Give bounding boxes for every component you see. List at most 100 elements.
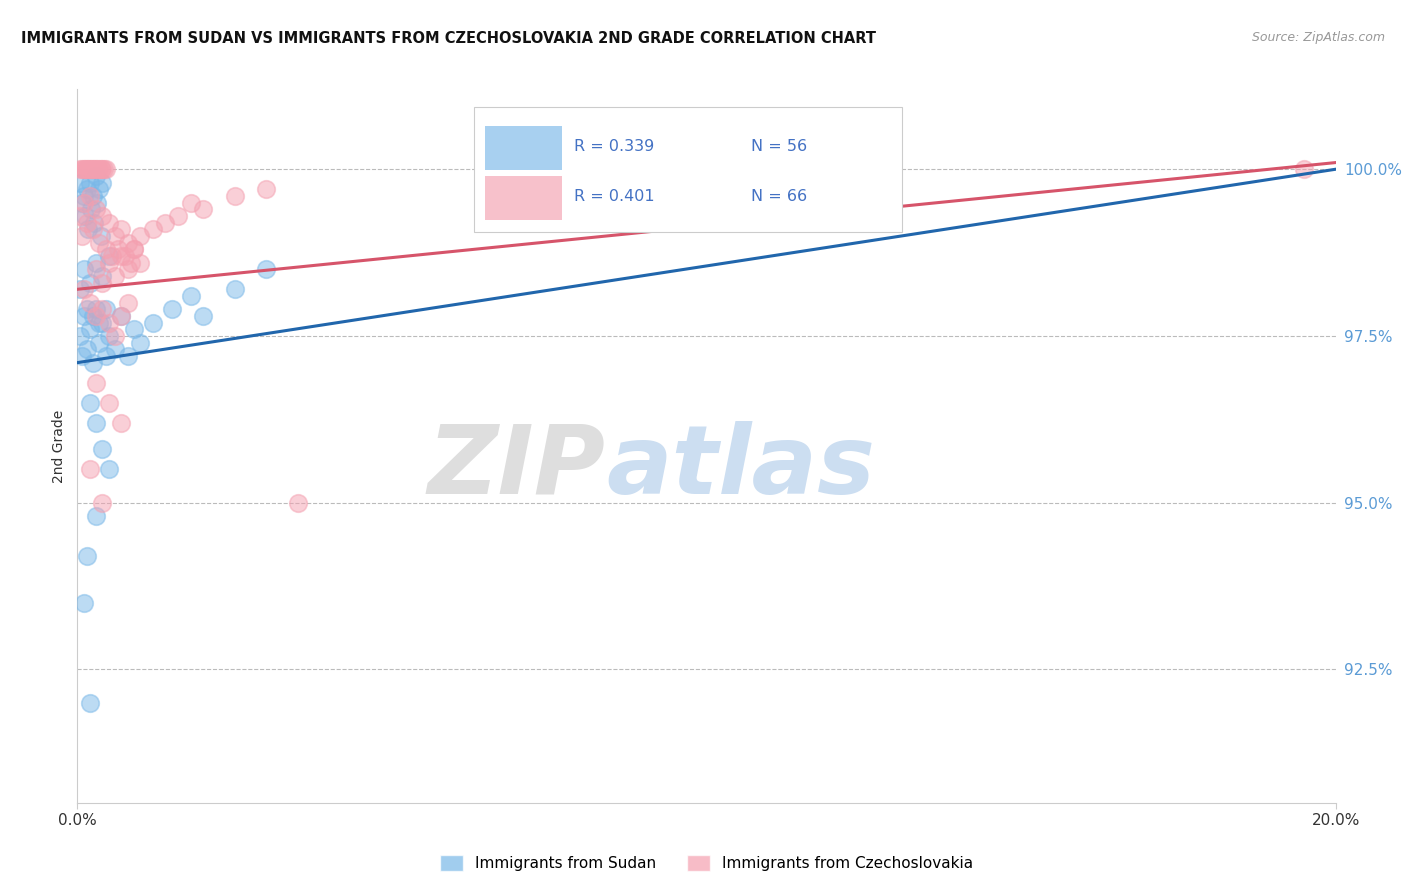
Point [84, 309, 107, 323]
Point [84, 162, 107, 177]
Point [129, 228, 152, 243]
Point [89, 335, 111, 350]
Point [84, 509, 107, 524]
Point [91, 176, 114, 190]
Point [117, 295, 139, 310]
Point [254, 262, 277, 277]
Text: R = 0.401: R = 0.401 [575, 189, 655, 203]
Point [110, 309, 132, 323]
Point [76, 182, 98, 196]
Text: Source: ZipAtlas.com: Source: ZipAtlas.com [1251, 31, 1385, 45]
Text: N = 56: N = 56 [751, 139, 807, 153]
Point [84, 302, 107, 317]
Point [69, 162, 91, 177]
Point [758, 195, 780, 210]
FancyBboxPatch shape [485, 177, 562, 219]
Point [101, 249, 124, 263]
Point [77, 162, 100, 177]
Text: R = 0.339: R = 0.339 [575, 139, 655, 153]
Point [82, 189, 104, 203]
Point [224, 282, 246, 296]
Point [84, 255, 107, 269]
Point [69, 209, 91, 223]
Point [129, 335, 152, 350]
Text: ZIP: ZIP [427, 421, 606, 514]
Point [89, 182, 111, 196]
Point [94, 349, 117, 363]
Point [97, 462, 120, 476]
Point [114, 249, 136, 263]
Point [72, 195, 94, 210]
Point [79, 162, 101, 177]
Point [107, 242, 129, 256]
Point [72, 596, 94, 610]
Point [79, 276, 101, 290]
Point [94, 302, 117, 317]
Point [69, 329, 91, 343]
Point [72, 282, 94, 296]
Point [79, 462, 101, 476]
Point [1294, 162, 1316, 177]
Point [191, 309, 215, 323]
Point [69, 282, 91, 296]
Text: IMMIGRANTS FROM SUDAN VS IMMIGRANTS FROM CZECHOSLOVAKIA 2ND GRADE CORRELATION CH: IMMIGRANTS FROM SUDAN VS IMMIGRANTS FROM… [21, 31, 876, 46]
Point [97, 255, 120, 269]
Point [80, 202, 103, 217]
Point [97, 216, 120, 230]
Point [90, 162, 112, 177]
Point [90, 228, 112, 243]
Point [91, 162, 114, 177]
Point [86, 162, 108, 177]
Point [70, 195, 93, 210]
Point [77, 222, 100, 236]
Point [97, 395, 120, 409]
Point [80, 162, 103, 177]
Point [104, 329, 127, 343]
Point [122, 242, 145, 256]
Point [89, 235, 111, 250]
Point [72, 262, 94, 277]
Point [84, 416, 107, 430]
Point [117, 262, 139, 277]
Point [82, 356, 104, 370]
Point [254, 182, 277, 196]
Point [76, 302, 98, 317]
FancyBboxPatch shape [474, 107, 901, 232]
Point [97, 316, 120, 330]
Point [155, 216, 177, 230]
Legend: Immigrants from Sudan, Immigrants from Czechoslovakia: Immigrants from Sudan, Immigrants from C… [434, 849, 979, 877]
Point [79, 395, 101, 409]
Point [83, 162, 105, 177]
Point [84, 262, 107, 277]
Point [70, 162, 93, 177]
Point [76, 343, 98, 357]
Point [72, 309, 94, 323]
Point [84, 202, 107, 217]
Point [191, 202, 215, 217]
Text: N = 66: N = 66 [751, 189, 807, 203]
Point [97, 329, 120, 343]
Point [160, 302, 183, 317]
Point [91, 209, 114, 223]
Point [122, 242, 145, 256]
Point [91, 302, 114, 317]
Point [91, 496, 114, 510]
Point [142, 316, 165, 330]
Point [72, 349, 94, 363]
Point [79, 176, 101, 190]
Point [142, 222, 165, 236]
Point [76, 162, 98, 177]
Point [76, 549, 98, 563]
Point [83, 216, 105, 230]
Point [110, 416, 132, 430]
Point [110, 222, 132, 236]
Point [93, 162, 115, 177]
Point [122, 322, 145, 336]
Point [91, 268, 114, 283]
Point [82, 222, 104, 236]
Point [110, 309, 132, 323]
Point [180, 195, 202, 210]
Text: atlas: atlas [606, 421, 875, 514]
Point [94, 242, 117, 256]
Point [104, 268, 127, 283]
